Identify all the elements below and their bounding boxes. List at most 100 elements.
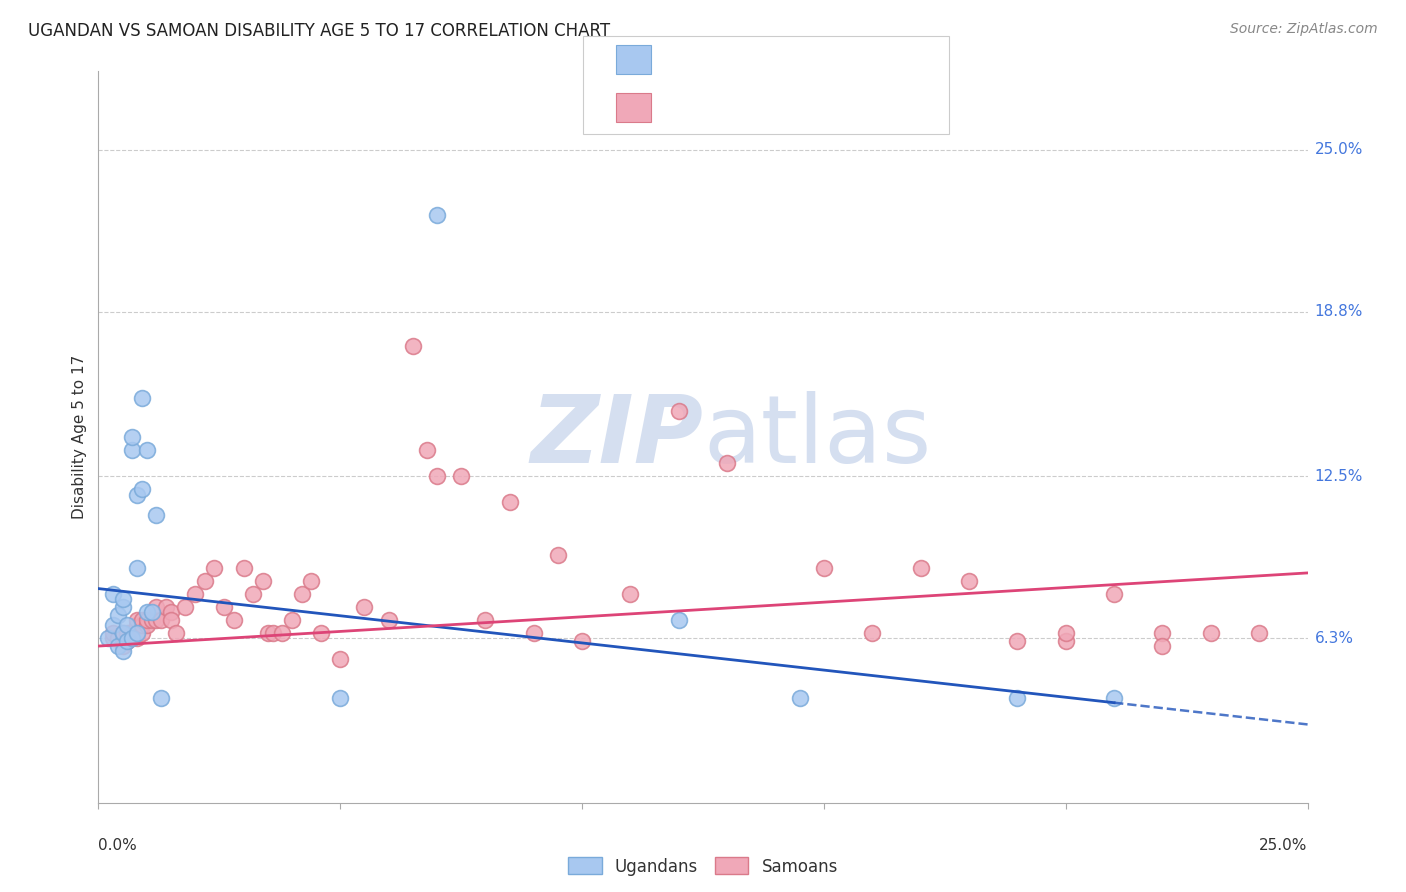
Point [232,560,254,574]
Point [127,632,149,646]
Point [127,626,149,640]
Point [111,626,134,640]
Text: atlas: atlas [703,391,931,483]
Text: 0.0%: 0.0% [98,838,138,854]
Point [329,691,352,706]
Point [271,626,294,640]
Point [135,605,157,619]
Point [619,587,641,601]
Text: ZIP: ZIP [530,391,703,483]
Point [474,613,496,627]
Point [426,208,449,222]
Point [194,574,217,588]
Point [498,495,520,509]
Point [131,626,153,640]
Point [127,618,149,632]
Point [523,626,546,640]
Point [1007,691,1029,706]
Point [121,632,143,646]
Point [121,443,143,458]
Point [160,605,183,619]
Point [107,607,129,622]
Point [426,469,449,483]
Text: UGANDAN VS SAMOAN DISABILITY AGE 5 TO 17 CORRELATION CHART: UGANDAN VS SAMOAN DISABILITY AGE 5 TO 17… [28,22,610,40]
Point [860,626,883,640]
Point [131,618,153,632]
Text: 12.5%: 12.5% [1315,469,1362,483]
Point [252,574,274,588]
Point [117,633,139,648]
Text: 6.3%: 6.3% [1315,631,1354,646]
Point [127,487,149,501]
Point [131,613,153,627]
Point [668,613,690,627]
Point [1152,639,1174,653]
Point [1152,626,1174,640]
Point [111,599,134,614]
Point [131,391,153,405]
Point [416,443,439,458]
Point [377,613,399,627]
Point [184,587,207,601]
Point [910,560,932,574]
Point [101,587,124,601]
Point [1054,633,1077,648]
Point [668,404,690,418]
Point [135,613,157,627]
Point [145,599,167,614]
Point [309,626,332,640]
Point [117,633,139,648]
Point [127,613,149,627]
Text: 25.0%: 25.0% [1315,142,1362,157]
Point [117,618,139,632]
Point [174,599,197,614]
Point [127,560,149,574]
Point [117,626,139,640]
Point [290,587,312,601]
Point [402,339,425,353]
Text: R = -0.128   N = 30: R = -0.128 N = 30 [665,50,828,69]
Point [131,483,153,497]
Point [957,574,980,588]
Point [256,626,278,640]
Legend: Ugandans, Samoans: Ugandans, Samoans [561,851,845,882]
Point [329,652,352,666]
Point [571,633,593,648]
Point [141,605,163,619]
Point [242,587,264,601]
Point [222,613,245,627]
Point [1007,633,1029,648]
Point [160,613,183,627]
Point [145,508,167,523]
Text: R =  0.164   N = 68: R = 0.164 N = 68 [665,98,827,117]
Point [121,626,143,640]
Point [101,618,124,632]
Point [1102,587,1125,601]
Point [299,574,322,588]
Text: 18.8%: 18.8% [1315,304,1362,319]
Point [450,469,472,483]
Point [101,626,124,640]
Point [135,618,157,632]
Point [813,560,835,574]
Point [111,626,134,640]
Point [281,613,304,627]
Y-axis label: Disability Age 5 to 17: Disability Age 5 to 17 [72,355,87,519]
Point [165,626,187,640]
Point [212,599,235,614]
Point [135,443,157,458]
Point [547,548,569,562]
Point [97,632,120,646]
Point [262,626,284,640]
Point [155,599,177,614]
Point [121,430,143,444]
Point [121,632,143,646]
Point [107,639,129,653]
Point [1102,691,1125,706]
Text: 25.0%: 25.0% [1260,838,1308,854]
Point [111,644,134,658]
Point [111,639,134,653]
Point [789,691,811,706]
Point [141,613,163,627]
Point [716,456,738,470]
